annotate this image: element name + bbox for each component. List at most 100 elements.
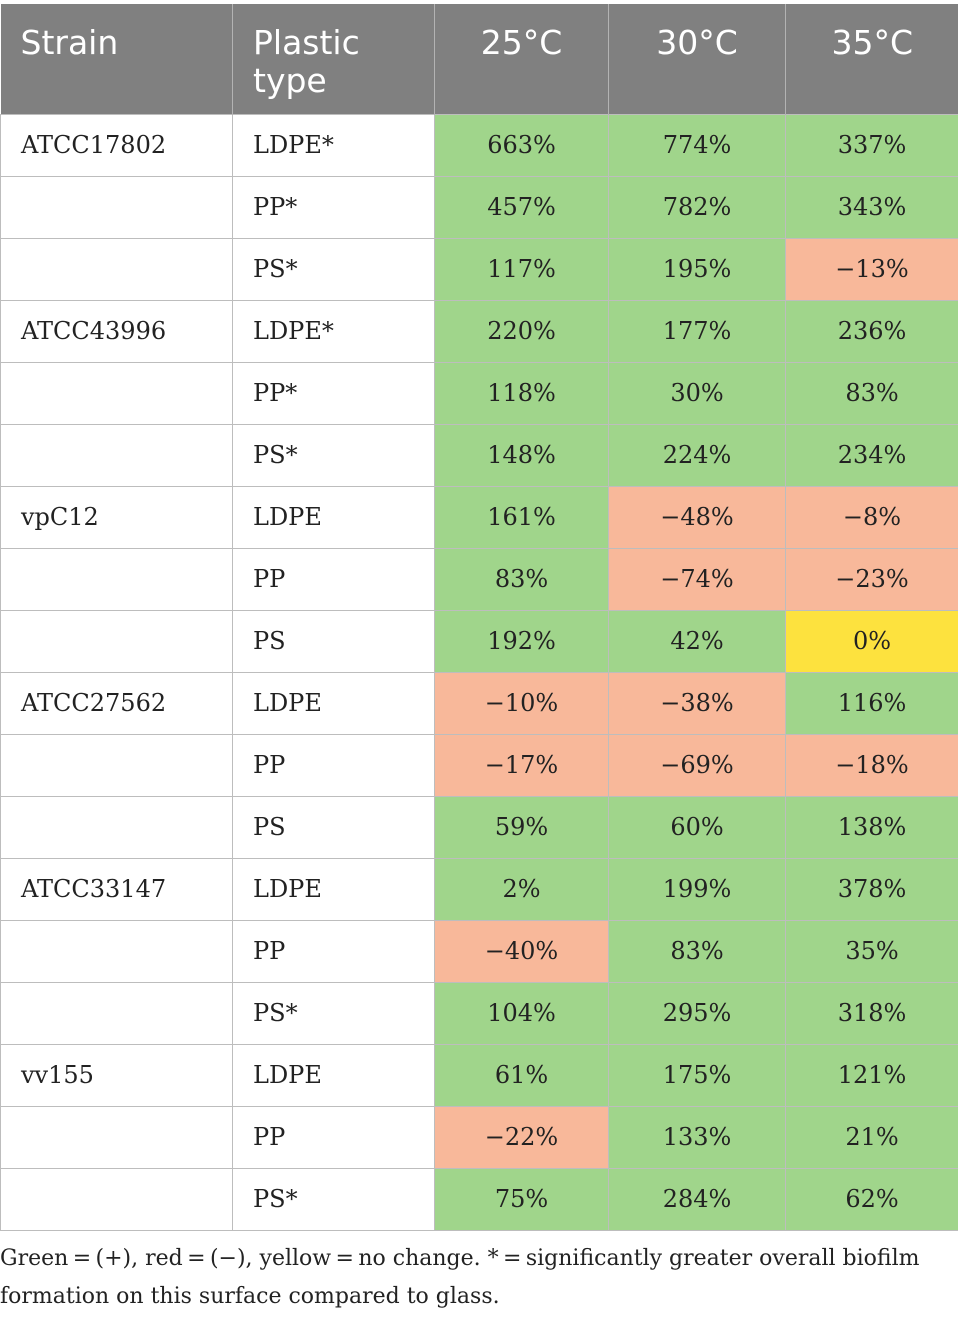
- table-row: vpC12 LDPE 161% −48% −8%: [0, 485, 958, 549]
- plastic-type-cell: PS*: [232, 981, 435, 1045]
- value-cell: 117%: [434, 237, 609, 301]
- plastic-type-cell: LDPE: [232, 1043, 435, 1107]
- value-cell: −74%: [608, 547, 786, 611]
- value-cell: 59%: [434, 795, 609, 859]
- plastic-type-cell: PP: [232, 733, 435, 797]
- value-cell: 236%: [785, 299, 958, 363]
- value-cell: −22%: [434, 1105, 609, 1169]
- value-cell: 224%: [608, 423, 786, 487]
- table-row: PP −17% −69% −18%: [0, 733, 958, 797]
- strain-cell: vv155: [0, 1043, 233, 1107]
- value-cell: 378%: [785, 857, 958, 921]
- header-plastic-type: Plastic type: [232, 4, 435, 114]
- strain-cell: [0, 981, 233, 1045]
- plastic-type-cell: PS*: [232, 237, 435, 301]
- value-cell: 284%: [608, 1167, 786, 1231]
- plastic-type-cell: LDPE*: [232, 299, 435, 363]
- strain-cell: [0, 1105, 233, 1169]
- strain-cell: [0, 361, 233, 425]
- value-cell: −17%: [434, 733, 609, 797]
- table-row: PS* 75% 284% 62%: [0, 1167, 958, 1231]
- value-cell: 118%: [434, 361, 609, 425]
- value-cell: 116%: [785, 671, 958, 735]
- value-cell: 343%: [785, 175, 958, 239]
- value-cell: 192%: [434, 609, 609, 673]
- value-cell: 175%: [608, 1043, 786, 1107]
- value-cell: −13%: [785, 237, 958, 301]
- plastic-type-cell: PP*: [232, 175, 435, 239]
- table-row: PP −40% 83% 35%: [0, 919, 958, 983]
- biofilm-data-table: Strain Plastic type 25°C 30°C 35°C ATCC1…: [0, 4, 958, 1231]
- table-row: PP* 457% 782% 343%: [0, 175, 958, 239]
- table-row: PS* 117% 195% −13%: [0, 237, 958, 301]
- table-row: PP −22% 133% 21%: [0, 1105, 958, 1169]
- strain-cell: ATCC33147: [0, 857, 233, 921]
- plastic-type-cell: PS: [232, 795, 435, 859]
- value-cell: 35%: [785, 919, 958, 983]
- value-cell: 83%: [608, 919, 786, 983]
- value-cell: 83%: [434, 547, 609, 611]
- plastic-type-cell: PP*: [232, 361, 435, 425]
- table-row: ATCC27562 LDPE −10% −38% 116%: [0, 671, 958, 735]
- strain-cell: [0, 237, 233, 301]
- value-cell: 61%: [434, 1043, 609, 1107]
- table-body: ATCC17802 LDPE* 663% 774% 337% PP* 457% 782% 343…: [0, 113, 958, 1231]
- table-row: ATCC17802 LDPE* 663% 774% 337%: [0, 113, 958, 177]
- value-cell: 21%: [785, 1105, 958, 1169]
- plastic-type-cell: PP: [232, 919, 435, 983]
- table-row: PP 83% −74% −23%: [0, 547, 958, 611]
- strain-cell: ATCC43996: [0, 299, 233, 363]
- value-cell: 161%: [434, 485, 609, 549]
- value-cell: 457%: [434, 175, 609, 239]
- value-cell: 774%: [608, 113, 786, 177]
- table-row: vv155 LDPE 61% 175% 121%: [0, 1043, 958, 1107]
- strain-cell: ATCC27562: [0, 671, 233, 735]
- header-temp-25: 25°C: [434, 4, 609, 114]
- value-cell: 133%: [608, 1105, 786, 1169]
- plastic-type-cell: PP: [232, 1105, 435, 1169]
- plastic-type-cell: LDPE*: [232, 113, 435, 177]
- value-cell: 337%: [785, 113, 958, 177]
- plastic-type-cell: PS: [232, 609, 435, 673]
- value-cell: −38%: [608, 671, 786, 735]
- value-cell: −48%: [608, 485, 786, 549]
- value-cell: 30%: [608, 361, 786, 425]
- strain-cell: ATCC17802: [0, 113, 233, 177]
- strain-cell: [0, 609, 233, 673]
- table-row: PS 59% 60% 138%: [0, 795, 958, 859]
- value-cell: 2%: [434, 857, 609, 921]
- strain-cell: [0, 919, 233, 983]
- value-cell: 220%: [434, 299, 609, 363]
- plastic-type-cell: PS*: [232, 1167, 435, 1231]
- plastic-type-cell: LDPE: [232, 857, 435, 921]
- value-cell: −10%: [434, 671, 609, 735]
- value-cell: 42%: [608, 609, 786, 673]
- table-row: ATCC43996 LDPE* 220% 177% 236%: [0, 299, 958, 363]
- table-row: PP* 118% 30% 83%: [0, 361, 958, 425]
- strain-cell: vpC12: [0, 485, 233, 549]
- header-strain: Strain: [0, 4, 233, 114]
- value-cell: 138%: [785, 795, 958, 859]
- value-cell: −23%: [785, 547, 958, 611]
- value-cell: 199%: [608, 857, 786, 921]
- value-cell: 177%: [608, 299, 786, 363]
- value-cell: 83%: [785, 361, 958, 425]
- value-cell: 295%: [608, 981, 786, 1045]
- value-cell: 104%: [434, 981, 609, 1045]
- value-cell: 60%: [608, 795, 786, 859]
- strain-cell: [0, 175, 233, 239]
- value-cell: 75%: [434, 1167, 609, 1231]
- value-cell: 121%: [785, 1043, 958, 1107]
- value-cell: 0%: [785, 609, 958, 673]
- header-row: Strain Plastic type 25°C 30°C 35°C: [0, 4, 958, 114]
- value-cell: −18%: [785, 733, 958, 797]
- header-temp-35: 35°C: [785, 4, 958, 114]
- table-row: PS 192% 42% 0%: [0, 609, 958, 673]
- plastic-type-cell: LDPE: [232, 671, 435, 735]
- table-row: ATCC33147 LDPE 2% 199% 378%: [0, 857, 958, 921]
- strain-cell: [0, 1167, 233, 1231]
- plastic-type-cell: LDPE: [232, 485, 435, 549]
- value-cell: 148%: [434, 423, 609, 487]
- value-cell: 195%: [608, 237, 786, 301]
- value-cell: −8%: [785, 485, 958, 549]
